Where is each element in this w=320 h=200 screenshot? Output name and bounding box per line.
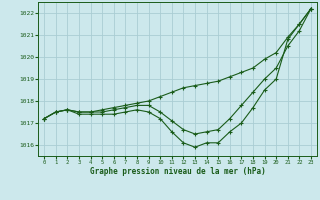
X-axis label: Graphe pression niveau de la mer (hPa): Graphe pression niveau de la mer (hPa) — [90, 167, 266, 176]
